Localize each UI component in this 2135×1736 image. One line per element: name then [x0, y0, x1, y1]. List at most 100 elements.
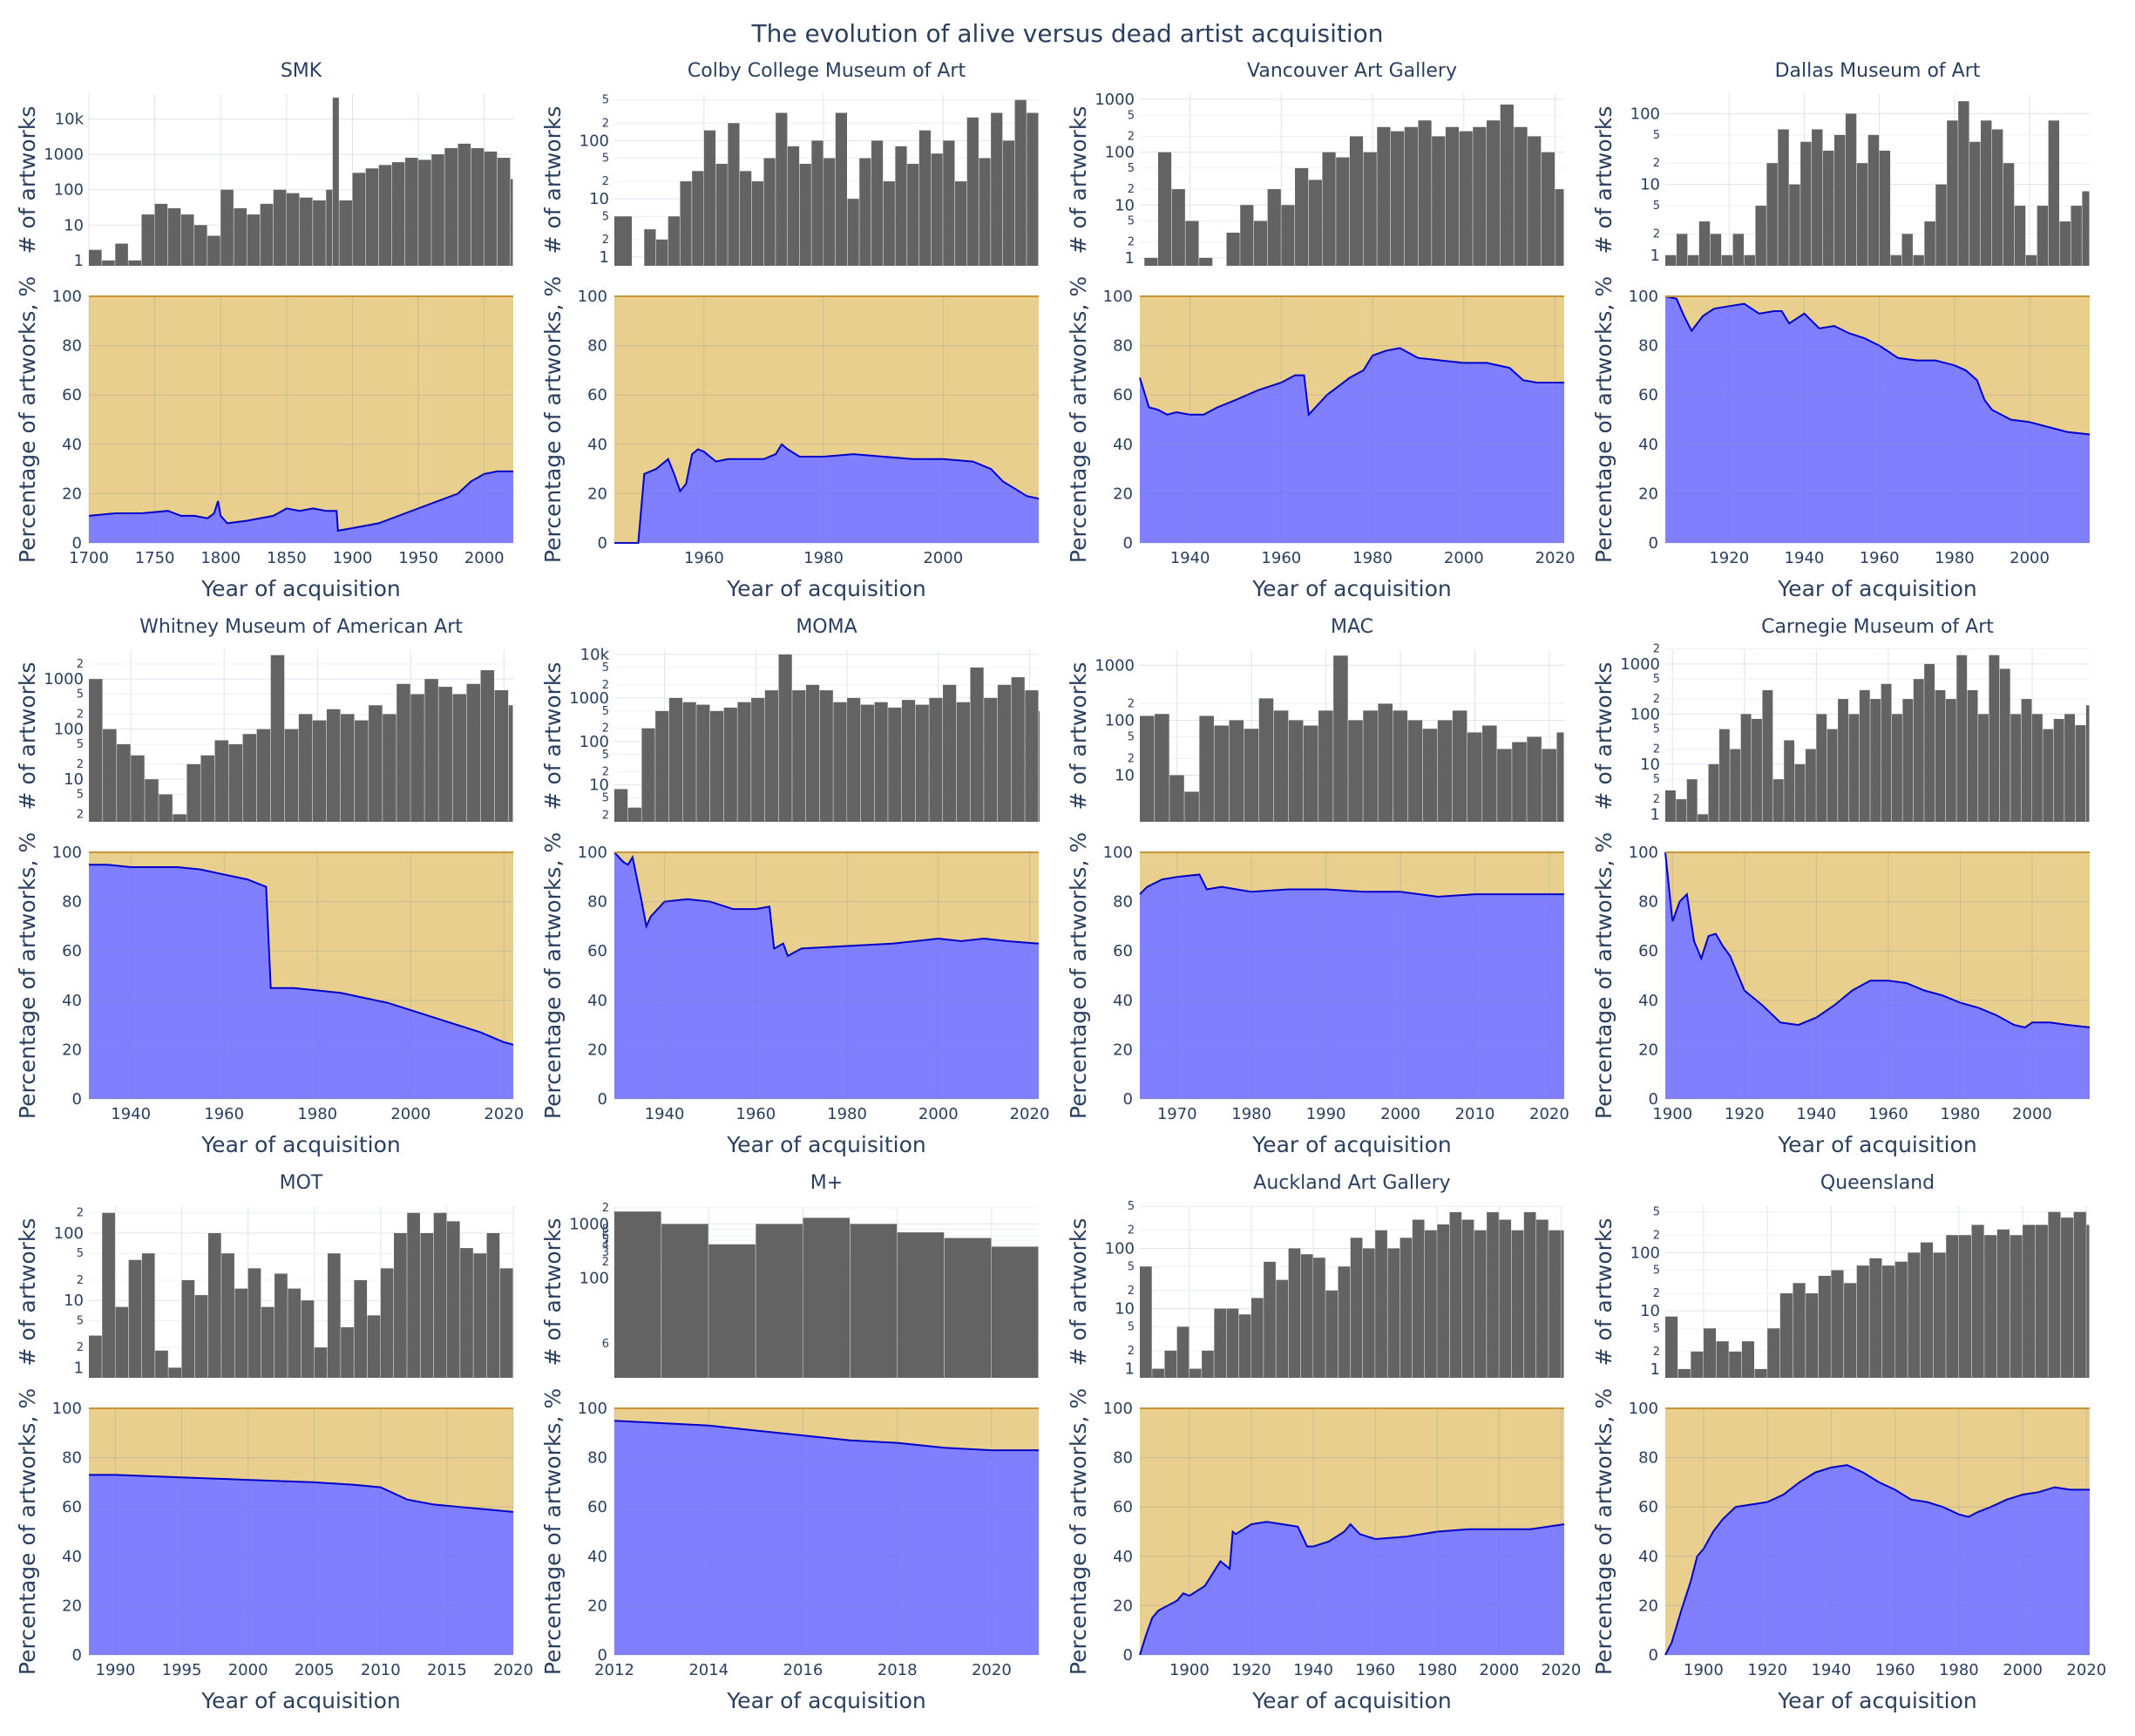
hist-bar — [1487, 1211, 1499, 1378]
hist-bar — [510, 179, 513, 266]
hist-bar — [943, 140, 955, 266]
hist-bar — [776, 112, 788, 266]
hist-bar — [466, 683, 481, 822]
hist-bar — [897, 1232, 945, 1378]
area-ytick: 100 — [1103, 1400, 1133, 1418]
hist-bar — [1027, 112, 1039, 266]
hist-bar — [614, 1211, 661, 1378]
hist-bar — [194, 1295, 208, 1378]
hist-ytick: 5 — [1653, 1206, 1660, 1219]
hist-ytick: 2 — [77, 708, 84, 721]
hist-bar — [128, 260, 141, 266]
area-ylabel: Percentage of artworks, % — [1066, 1388, 1091, 1675]
hist-bar — [2003, 163, 2015, 266]
hist-bar — [313, 200, 326, 266]
hist-bar — [805, 684, 820, 822]
hist-bar — [2048, 120, 2060, 266]
hist-bar — [207, 235, 220, 266]
area-ytick: 20 — [1638, 1597, 1658, 1615]
hist-bar — [1913, 679, 1924, 822]
hist-ytick: 2 — [602, 117, 609, 130]
hist-bar — [668, 697, 683, 822]
area-xtick: 1980 — [803, 549, 844, 567]
hist-bar — [131, 755, 145, 822]
hist-bar — [420, 1232, 434, 1378]
hist-bar — [1350, 1238, 1363, 1378]
area-xtick: 1850 — [267, 549, 307, 567]
hist-bar — [1391, 131, 1405, 266]
alive-line — [1139, 873, 1564, 898]
hist-bar — [1155, 714, 1169, 822]
hist-bar — [1920, 1242, 1934, 1378]
area-xtick: 2016 — [783, 1661, 824, 1679]
panel-title: M+ — [810, 1172, 843, 1194]
hist-bar — [1418, 120, 1432, 266]
hist-bar — [286, 193, 300, 266]
hist-bar — [1288, 1248, 1301, 1378]
hist-bar — [763, 158, 776, 266]
hist-ytick: 2 — [1653, 743, 1660, 756]
area-ytick: 100 — [1629, 1400, 1658, 1418]
hist-bar — [2037, 206, 2049, 266]
hist-bar — [1947, 120, 1958, 266]
area-ylabel: Percentage of artworks, % — [1066, 832, 1091, 1119]
area-ytick: 20 — [62, 1597, 82, 1615]
hist-bar — [1691, 1351, 1704, 1378]
hist-ytick: 10 — [64, 216, 84, 234]
hist-bar — [394, 1232, 407, 1378]
hist-bar — [1202, 1350, 1214, 1378]
hist-ytick: 1000 — [44, 670, 84, 688]
hist-bar — [145, 779, 159, 822]
alive-area — [614, 1421, 1039, 1655]
area-ytick: 40 — [1638, 436, 1658, 454]
hist-bar — [354, 1279, 368, 1378]
area-xtick: 2010 — [1455, 1105, 1495, 1123]
hist-bar — [1253, 220, 1268, 266]
hist-bar — [614, 216, 633, 266]
hist-bar — [1881, 1265, 1895, 1378]
hist-bar — [1971, 1224, 1984, 1378]
hist-ytick: 4 — [602, 1239, 609, 1252]
hist-ytick: 1 — [1650, 805, 1660, 824]
hist-bar — [2061, 1217, 2074, 1378]
hist-ytick: 2 — [1128, 236, 1135, 249]
hist-bar — [680, 181, 692, 266]
hist-bar — [627, 807, 641, 822]
area-xtick: 2005 — [295, 1661, 335, 1679]
hist-bar — [1999, 668, 2010, 822]
hist-ytick: 5 — [1653, 723, 1660, 736]
hist-ytick: 5 — [1653, 1264, 1660, 1277]
area-ytick: 40 — [1638, 992, 1658, 1010]
area-ytick: 100 — [1103, 844, 1133, 862]
area-xtick: 1960 — [1875, 1661, 1915, 1679]
hist-bar — [2031, 714, 2043, 822]
hist-bar — [1497, 749, 1512, 822]
hist-ytick: 1 — [600, 248, 609, 267]
alive-line — [88, 470, 513, 532]
hist-bar — [756, 1224, 803, 1378]
area-xtick: 1980 — [1941, 1105, 1981, 1123]
area-xtick: 2000 — [1479, 1661, 1519, 1679]
hist-bar — [1676, 799, 1687, 822]
area-xtick: 2000 — [2012, 1105, 2052, 1123]
hist-bar — [1678, 1368, 1691, 1378]
hist-bar — [341, 1326, 354, 1378]
area-ytick: 80 — [62, 337, 82, 356]
alive-area — [89, 865, 513, 1099]
hist-ytick: 2 — [602, 175, 609, 188]
hist-bar — [1867, 134, 1880, 266]
hist-bar — [1400, 1238, 1413, 1378]
hist-bar — [1989, 654, 2000, 822]
figure-title: The evolution of alive versus dead artis… — [751, 19, 1384, 48]
panel-colby-college-museum-of-art: Colby College Museum of Art125102510025#… — [540, 60, 1040, 601]
hist-bar — [1445, 126, 1460, 266]
hist-ytick: 10 — [1115, 766, 1135, 784]
hist-ytick: 2 — [602, 234, 609, 247]
hist-bar — [1325, 1290, 1339, 1378]
hist-bar — [1542, 749, 1556, 822]
xlabel: Year of acquisition — [1777, 576, 1977, 601]
hist-ytick: 10 — [1640, 1302, 1660, 1320]
hist-ytick: 100 — [54, 181, 84, 200]
hist-ylabel: # of artworks — [15, 662, 40, 810]
